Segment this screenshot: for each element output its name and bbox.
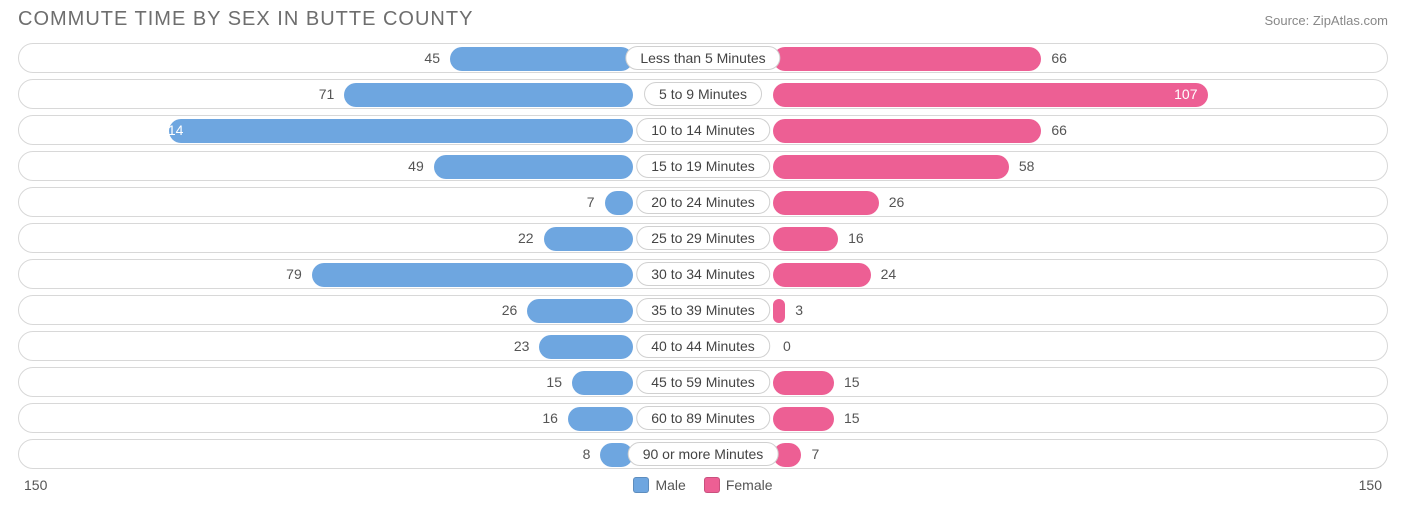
legend-swatch bbox=[633, 477, 649, 493]
row-label: 15 to 19 Minutes bbox=[636, 154, 770, 178]
value-female: 107 bbox=[1174, 86, 1197, 102]
value-female: 7 bbox=[811, 446, 819, 462]
legend-label: Male bbox=[655, 477, 685, 493]
row-label: 45 to 59 Minutes bbox=[636, 370, 770, 394]
legend-swatch bbox=[704, 477, 720, 493]
value-male: 16 bbox=[542, 410, 558, 426]
chart-row: 8 7 90 or more Minutes bbox=[18, 439, 1388, 469]
row-label: 90 or more Minutes bbox=[628, 442, 779, 466]
legend: Male Female bbox=[633, 477, 772, 493]
chart-row: 7 26 20 to 24 Minutes bbox=[18, 187, 1388, 217]
chart-row: 45 66 Less than 5 Minutes bbox=[18, 43, 1388, 73]
value-female: 24 bbox=[881, 266, 897, 282]
value-male: 8 bbox=[583, 446, 591, 462]
row-label: 40 to 44 Minutes bbox=[636, 334, 770, 358]
value-male: 7 bbox=[587, 194, 595, 210]
value-female: 16 bbox=[848, 230, 864, 246]
bar-female bbox=[773, 371, 834, 395]
bar-male bbox=[544, 227, 633, 251]
value-male: 23 bbox=[514, 338, 530, 354]
bar-male bbox=[568, 407, 633, 431]
row-label: 25 to 29 Minutes bbox=[636, 226, 770, 250]
value-female: 66 bbox=[1051, 50, 1067, 66]
value-male: 79 bbox=[286, 266, 302, 282]
value-male: 45 bbox=[424, 50, 440, 66]
chart-row: 22 16 25 to 29 Minutes bbox=[18, 223, 1388, 253]
chart-title: Commute Time By Sex in Butte County bbox=[18, 8, 473, 31]
value-female: 3 bbox=[795, 302, 803, 318]
row-label: 5 to 9 Minutes bbox=[644, 82, 762, 106]
value-male: 15 bbox=[546, 374, 562, 390]
row-label: 60 to 89 Minutes bbox=[636, 406, 770, 430]
bar-female bbox=[773, 263, 871, 287]
bar-female bbox=[773, 155, 1009, 179]
chart-row: 49 58 15 to 19 Minutes bbox=[18, 151, 1388, 181]
row-label: 35 to 39 Minutes bbox=[636, 298, 770, 322]
chart-row: 23 0 40 to 44 Minutes bbox=[18, 331, 1388, 361]
chart-row: 16 15 60 to 89 Minutes bbox=[18, 403, 1388, 433]
value-female: 15 bbox=[844, 374, 860, 390]
chart-row: 71 107 5 to 9 Minutes bbox=[18, 79, 1388, 109]
value-male: 22 bbox=[518, 230, 534, 246]
legend-item: Female bbox=[704, 477, 773, 493]
value-female: 0 bbox=[783, 338, 791, 354]
bar-male bbox=[605, 191, 633, 215]
value-male: 114 bbox=[161, 122, 183, 138]
bar-female bbox=[773, 227, 838, 251]
chart-row: 26 3 35 to 39 Minutes bbox=[18, 295, 1388, 325]
row-label: Less than 5 Minutes bbox=[625, 46, 780, 70]
legend-label: Female bbox=[726, 477, 773, 493]
bar-female bbox=[773, 47, 1041, 71]
axis-max-left: 150 bbox=[24, 477, 47, 493]
bar-female bbox=[773, 299, 785, 323]
bar-male bbox=[434, 155, 633, 179]
bar-male bbox=[572, 371, 633, 395]
chart-footer: 150 Male Female 150 bbox=[0, 475, 1406, 493]
row-label: 10 to 14 Minutes bbox=[636, 118, 770, 142]
bar-male bbox=[527, 299, 633, 323]
chart-source: Source: ZipAtlas.com bbox=[1264, 13, 1388, 28]
bar-male bbox=[312, 263, 633, 287]
bar-male bbox=[344, 83, 633, 107]
value-female: 58 bbox=[1019, 158, 1035, 174]
value-male: 49 bbox=[408, 158, 424, 174]
row-label: 30 to 34 Minutes bbox=[636, 262, 770, 286]
chart-body: 45 66 Less than 5 Minutes 71 107 5 to 9 Minut… bbox=[0, 37, 1406, 469]
value-female: 66 bbox=[1051, 122, 1067, 138]
value-male: 26 bbox=[502, 302, 518, 318]
value-male: 71 bbox=[319, 86, 335, 102]
bar-female bbox=[773, 83, 1208, 107]
bar-female bbox=[773, 119, 1041, 143]
bar-female bbox=[773, 407, 834, 431]
chart-row: 15 15 45 to 59 Minutes bbox=[18, 367, 1388, 397]
chart-row: 79 24 30 to 34 Minutes bbox=[18, 259, 1388, 289]
bar-female bbox=[773, 191, 879, 215]
value-female: 15 bbox=[844, 410, 860, 426]
bar-male bbox=[450, 47, 633, 71]
bar-male bbox=[539, 335, 633, 359]
chart-row: 114 66 10 to 14 Minutes bbox=[18, 115, 1388, 145]
value-female: 26 bbox=[889, 194, 905, 210]
axis-max-right: 150 bbox=[1359, 477, 1382, 493]
chart-header: Commute Time By Sex in Butte County Sour… bbox=[0, 0, 1406, 37]
bar-male bbox=[169, 119, 633, 143]
row-label: 20 to 24 Minutes bbox=[636, 190, 770, 214]
legend-item: Male bbox=[633, 477, 685, 493]
